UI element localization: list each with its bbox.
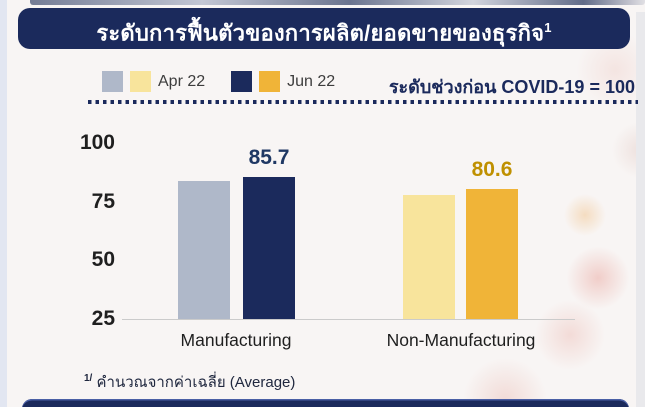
- legend-label-jun22: Jun 22: [287, 72, 336, 90]
- chart-legend: Apr 22 Jun 22: [102, 71, 335, 92]
- value-label-nonmanufacturing-jun22: 80.6: [471, 157, 513, 181]
- bar-manufacturing-apr22: [178, 180, 230, 319]
- y-axis-tick: 75: [91, 189, 115, 213]
- x-axis-line: [122, 319, 575, 320]
- legend-swatch-jun22-manufacturing: [231, 71, 253, 92]
- legend-swatch-jun22-nonmanufacturing: [259, 71, 281, 92]
- y-axis-tick: 100: [79, 131, 115, 154]
- right-edge-strip: [636, 12, 645, 407]
- page-title: ระดับการฟื้นตัวของการผลิต/ยอดขายของธุรกิ…: [96, 20, 545, 46]
- category-label-manufacturing: Manufacturing: [180, 330, 292, 350]
- bar-nonmanufacturing-apr22: [403, 194, 455, 319]
- category-label-nonmanufacturing: Non-Manufacturing: [386, 330, 536, 350]
- bar-manufacturing-jun22: [243, 176, 295, 319]
- footnote-text: คำนวณจากค่าเฉลี่ย (Average): [96, 374, 296, 391]
- legend-swatch-apr22-manufacturing: [102, 71, 123, 92]
- next-section-bar: [22, 399, 629, 407]
- value-label-manufacturing-jun22: 85.7: [248, 145, 290, 169]
- top-edge-strip: [30, 0, 645, 5]
- y-axis-tick: 50: [91, 248, 115, 272]
- footnote-superscript: 1/: [84, 373, 93, 384]
- title-bar: ระดับการฟื้นตัวของการผลิต/ยอดขายของธุรกิ…: [18, 8, 630, 49]
- bar-nonmanufacturing-jun22: [466, 188, 518, 319]
- legend-swatch-apr22-nonmanufacturing: [130, 71, 151, 92]
- dotted-divider: [88, 100, 638, 104]
- title-superscript: 1: [544, 20, 552, 35]
- pre-covid-baseline-note: ระดับช่วงก่อน COVID-19 = 100: [388, 77, 635, 97]
- y-axis-tick: 25: [91, 307, 115, 330]
- footnote: 1/ คำนวณจากค่าเฉลี่ย (Average): [84, 370, 295, 394]
- left-edge-strip: [0, 0, 7, 407]
- legend-label-apr22: Apr 22: [158, 72, 206, 90]
